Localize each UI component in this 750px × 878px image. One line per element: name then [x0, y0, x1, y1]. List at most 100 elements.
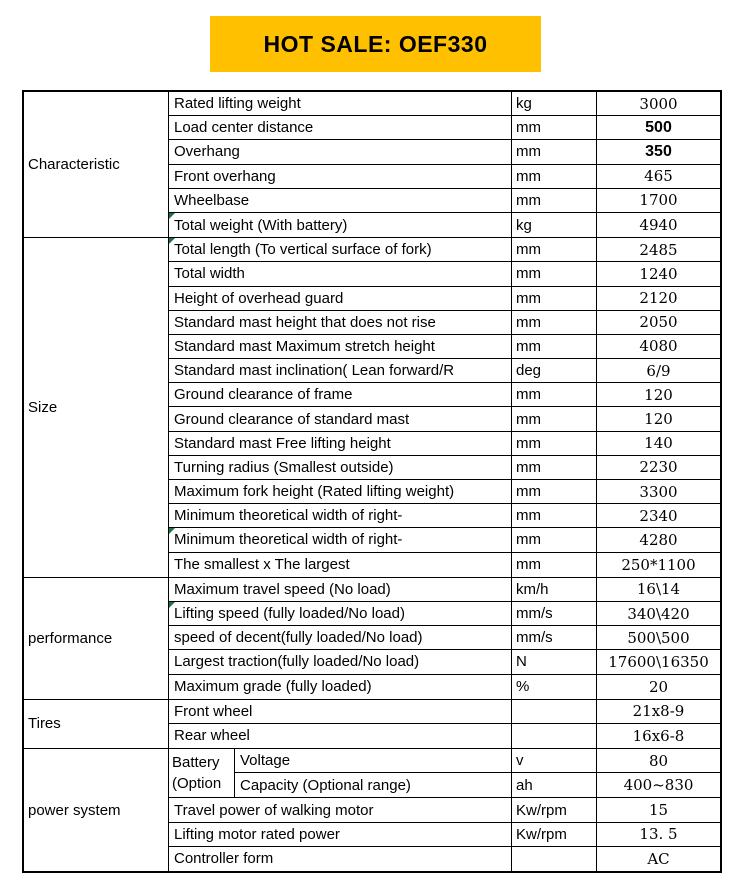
spec-unit: mm — [511, 238, 596, 262]
spec-unit: deg — [511, 359, 596, 383]
spec-unit: ah — [511, 773, 596, 798]
spec-value: 6/9 — [596, 359, 720, 383]
spec-name: Front wheel — [174, 702, 253, 720]
spec-unit: kg — [511, 212, 596, 238]
table-row: Front wheel 21x8-9 — [169, 699, 720, 724]
section-power-system: power system Battery (Option Voltage v 8… — [24, 749, 720, 871]
spec-unit — [511, 723, 596, 749]
category-label: performance — [24, 577, 169, 699]
spec-value: 3000 — [596, 92, 720, 116]
table-row: Ground clearance of standard mast mm 120 — [169, 407, 720, 432]
section-performance: performance Maximum travel speed (No loa… — [24, 577, 720, 700]
spec-unit: mm — [511, 286, 596, 310]
battery-option-block: Battery (Option Voltage v 80 Capacity (O… — [169, 749, 720, 799]
spec-unit: % — [511, 674, 596, 699]
spec-unit: mm — [511, 140, 596, 164]
table-row: Minimum theoretical width of right- mm 4… — [169, 528, 720, 553]
spec-value: 4080 — [596, 334, 720, 359]
spec-value: 465 — [596, 164, 720, 188]
spec-unit: mm/s — [511, 626, 596, 650]
spec-value: 1240 — [596, 262, 720, 286]
table-row: Overhang mm 350 — [169, 140, 720, 165]
spec-table: Characteristic Rated lifting weight kg 3… — [22, 90, 722, 873]
spec-name: Turning radius (Smallest outside) — [174, 458, 394, 476]
table-row: Standard mast Maximum stretch height mm … — [169, 334, 720, 360]
spec-value: 13. 5 — [596, 822, 720, 846]
section-size: Size Total length (To vertical surface o… — [24, 238, 720, 578]
spec-value: 2485 — [596, 238, 720, 262]
spec-value: 15 — [596, 798, 720, 822]
spec-value: 16x6-8 — [596, 723, 720, 749]
spec-value: 4280 — [596, 528, 720, 552]
spec-unit: km/h — [511, 577, 596, 601]
table-row: Front overhang mm 465 — [169, 164, 720, 189]
spec-name: Maximum grade (fully loaded) — [174, 678, 372, 696]
table-row: Standard mast inclination( Lean forward/… — [169, 359, 720, 384]
spec-name: Lifting speed (fully loaded/No load) — [169, 601, 511, 625]
spec-value: 20 — [596, 674, 720, 699]
spec-name: Lifting motor rated power — [174, 825, 340, 843]
spec-unit: mm — [511, 504, 596, 528]
green-corner-flag-icon — [169, 238, 175, 245]
spec-name: Total weight (With battery) — [169, 212, 511, 237]
spec-unit: mm — [511, 188, 596, 212]
spec-unit: mm — [511, 407, 596, 431]
spec-value: 400~830 — [596, 773, 720, 798]
table-row: Standard mast height that does not rise … — [169, 310, 720, 335]
table-row: Travel power of walking motor Kw/rpm 15 — [169, 798, 720, 823]
spec-unit: mm — [511, 431, 596, 455]
category-label: power system — [24, 749, 169, 871]
table-row: Minimum theoretical width of right- mm 2… — [169, 504, 720, 529]
table-row: Rated lifting weight kg 3000 — [169, 92, 720, 117]
spec-unit: mm — [511, 310, 596, 334]
spec-value: 80 — [596, 749, 720, 773]
spec-name: Standard mast Free lifting height — [174, 434, 391, 452]
spec-unit: mm — [511, 262, 596, 286]
table-row: Turning radius (Smallest outside) mm 223… — [169, 455, 720, 480]
spec-name: Minimum theoretical width of right- — [169, 528, 511, 551]
spec-value: 4940 — [596, 212, 720, 238]
battery-option-cell: Battery (Option — [169, 749, 235, 798]
spec-name: Ground clearance of standard mast — [174, 410, 410, 428]
spec-value: 21x8-9 — [596, 699, 720, 723]
spec-name: Capacity (Optional range) — [240, 776, 411, 794]
spec-value: 16\14 — [596, 577, 720, 601]
spec-name: Minimum theoretical width of right- — [174, 507, 403, 525]
category-label: Size — [24, 238, 169, 577]
spec-name: Maximum travel speed (No load) — [174, 580, 391, 598]
green-corner-flag-icon — [169, 528, 175, 535]
table-row: Load center distance mm 500 — [169, 116, 720, 141]
table-row: Total length (To vertical surface of for… — [169, 238, 720, 263]
spec-value: 250*1100 — [596, 552, 720, 577]
spec-name: Voltage — [240, 752, 291, 770]
spec-value: 500 — [596, 116, 720, 140]
spec-value: 2050 — [596, 310, 720, 334]
table-row: The smallest x The largest mm 250*1100 — [169, 552, 720, 577]
table-row: Wheelbase mm 1700 — [169, 188, 720, 213]
spec-value: 17600\16350 — [596, 650, 720, 674]
spec-unit: v — [511, 749, 596, 773]
spec-value: 500\500 — [596, 626, 720, 650]
spec-unit: kg — [511, 92, 596, 116]
spec-name: Total width — [174, 265, 245, 283]
hot-sale-banner: HOT SALE: OEF330 — [210, 16, 541, 72]
table-row: Standard mast Free lifting height mm 140 — [169, 431, 720, 456]
spec-name: Travel power of walking motor — [174, 801, 374, 819]
spec-name: Standard mast inclination( Lean forward/… — [174, 362, 455, 380]
category-label: Characteristic — [24, 92, 169, 238]
spec-name: Overhang — [174, 143, 240, 161]
spec-name: Standard mast height that does not rise — [174, 313, 436, 331]
table-row: Maximum fork height (Rated lifting weigh… — [169, 480, 720, 505]
spec-unit: mm — [511, 480, 596, 504]
spec-value: 2230 — [596, 455, 720, 479]
spec-name: Largest traction(fully loaded/No load) — [174, 653, 420, 671]
spec-name: Rear wheel — [174, 727, 250, 745]
spec-unit: mm — [511, 334, 596, 359]
green-corner-flag-icon — [169, 212, 175, 219]
category-label: Tires — [24, 699, 169, 749]
table-row: Lifting speed (fully loaded/No load) mm/… — [169, 601, 720, 627]
spec-unit — [511, 846, 596, 871]
table-row: Lifting motor rated power Kw/rpm 13. 5 — [169, 822, 720, 847]
table-row: speed of decent(fully loaded/No load) mm… — [169, 626, 720, 651]
spec-unit — [511, 699, 596, 723]
